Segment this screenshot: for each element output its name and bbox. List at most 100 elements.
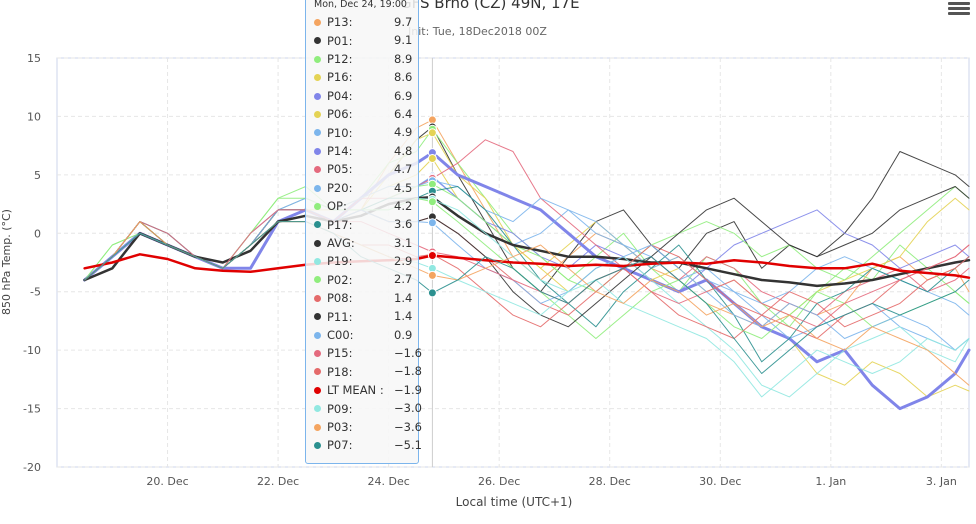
tooltip-row: P20: 4.5 xyxy=(314,179,418,197)
tooltip-series-name: P15: xyxy=(327,346,353,361)
tooltip-series-value: 9.1 xyxy=(394,33,413,48)
tooltip-series-value: −1.9 xyxy=(394,382,422,397)
chart-title: GFS Brno (CZ) 49N, 17E xyxy=(400,0,580,12)
y-tick-label: 5 xyxy=(34,169,41,182)
tooltip-series-name: P02: xyxy=(327,272,353,287)
tooltip-series-name: P11: xyxy=(327,309,353,324)
series-line-p07[interactable] xyxy=(84,221,970,374)
x-tick-label: 3. Jan xyxy=(926,475,957,488)
tooltip-series-value: 8.6 xyxy=(394,70,413,85)
series-dot-icon xyxy=(314,276,321,284)
series-dot-icon xyxy=(314,258,321,266)
tooltip-series-value: 6.9 xyxy=(394,88,413,103)
x-tick-label: 26. Dec xyxy=(478,475,520,488)
series-line-p12[interactable] xyxy=(84,128,970,328)
tooltip-series-value: −1.6 xyxy=(394,346,422,361)
series-marker xyxy=(427,153,437,163)
series-line-p19[interactable] xyxy=(84,197,970,398)
tooltip-series-value: 3.1 xyxy=(394,235,413,250)
x-tick-label: 20. Dec xyxy=(146,475,188,488)
series-dot-icon xyxy=(314,55,321,63)
tooltip-row: P19: 2.9 xyxy=(314,252,418,270)
tooltip-series-name: P17: xyxy=(327,217,353,232)
tooltip-row: P15: −1.6 xyxy=(314,344,422,362)
series-dot-icon xyxy=(314,19,321,26)
series-dot-icon xyxy=(314,147,321,155)
x-tick-label: 24. Dec xyxy=(367,475,409,488)
tooltip-row: AVG: 3.1 xyxy=(314,234,418,252)
tooltip-series-value: −1.8 xyxy=(394,364,422,379)
tooltip-row: P04: 6.9 xyxy=(314,87,418,105)
y-tick-label: 15 xyxy=(27,52,41,65)
tooltip-series-name: C00: xyxy=(327,327,354,342)
y-tick-label: -10 xyxy=(23,344,41,357)
y-tick-label: 0 xyxy=(34,227,41,240)
series-line-p05[interactable] xyxy=(84,139,970,316)
chart-subtitle: Init: Tue, 18Dec2018 00Z xyxy=(408,25,547,38)
tooltip-series-name: P12: xyxy=(327,52,353,67)
series-marker xyxy=(427,250,437,260)
y-axis-label: 850 hPa Temp. (°C) xyxy=(0,209,13,315)
tooltip-series-name: P01: xyxy=(327,33,353,48)
tooltip-series-value: 1.4 xyxy=(394,309,413,324)
tooltip-series-name: P05: xyxy=(327,162,353,177)
series-marker xyxy=(427,128,437,138)
series-dot-icon xyxy=(314,74,321,82)
series-dot-icon xyxy=(314,37,321,45)
series-dot-icon xyxy=(314,423,321,431)
tooltip-series-value: 6.4 xyxy=(394,106,413,121)
tooltip-row: P13: 9.7 xyxy=(314,13,418,31)
series-line-lt-mean[interactable] xyxy=(83,253,971,279)
tooltip-series-name: P19: xyxy=(327,254,353,269)
hover-tooltip: Mon, Dec 24, 19:00 P13: 9.7 P01: 9.1 P12: 8.9… xyxy=(305,0,422,464)
tooltip-row: P18: −1.8 xyxy=(314,362,422,380)
tooltip-row: P05: 4.7 xyxy=(314,160,418,178)
tooltip-series-value: 2.9 xyxy=(394,254,413,269)
x-tick-label: 30. Dec xyxy=(699,475,741,488)
tooltip-series-name: P08: xyxy=(327,291,353,306)
series-dot-icon xyxy=(314,92,321,100)
series-dot-icon xyxy=(314,386,321,394)
tooltip-row: P10: 4.9 xyxy=(314,123,418,141)
tooltip-series-value: −3.6 xyxy=(394,419,422,434)
tooltip-series-name: P06: xyxy=(327,107,353,122)
hamburger-menu-icon[interactable] xyxy=(948,0,970,16)
tooltip-series-value: 0.9 xyxy=(394,327,413,342)
y-tick-label: -20 xyxy=(23,461,41,474)
tooltip-row: P02: 2.7 xyxy=(314,270,418,288)
series-marker xyxy=(427,197,437,207)
x-axis-label: Local time (UTC+1) xyxy=(456,495,573,509)
x-tick-label: 1. Jan xyxy=(815,475,846,488)
tooltip-series-name: P18: xyxy=(327,364,353,379)
series-line-p13[interactable] xyxy=(84,119,970,328)
tooltip-row: P16: 8.6 xyxy=(314,68,418,86)
y-tick-label: -5 xyxy=(30,286,41,299)
tooltip-series-name: AVG: xyxy=(327,235,355,250)
tooltip-series-value: 4.5 xyxy=(394,180,413,195)
series-dot-icon xyxy=(314,331,321,339)
x-tick-label: 28. Dec xyxy=(589,475,631,488)
tooltip-series-name: LT MEAN : xyxy=(327,383,384,398)
tooltip-series-name: OP: xyxy=(327,199,347,214)
tooltip-series-value: 2.7 xyxy=(394,272,413,287)
series-dot-icon xyxy=(314,166,321,174)
series-marker xyxy=(427,288,437,298)
series-dot-icon xyxy=(314,313,321,321)
tooltip-series-value: 4.7 xyxy=(394,162,413,177)
series-line-p17[interactable] xyxy=(84,186,970,363)
tooltip-row: P11: 1.4 xyxy=(314,307,418,325)
y-axis: 15 10 5 0 -5 -10 -15 -20 xyxy=(23,52,41,474)
tooltip-row: P17: 3.6 xyxy=(314,215,418,233)
tooltip-series-value: 4.2 xyxy=(394,198,413,213)
series-lines[interactable] xyxy=(83,119,971,411)
y-tick-label: 10 xyxy=(27,110,41,123)
tooltip-series-value: 1.4 xyxy=(394,290,413,305)
tooltip-row: P14: 4.8 xyxy=(314,142,418,160)
tooltip-row: P12: 8.9 xyxy=(314,50,418,68)
tooltip-series-name: P09: xyxy=(327,401,353,416)
tooltip-heading: Mon, Dec 24, 19:00 xyxy=(314,0,407,10)
series-dot-icon xyxy=(314,202,321,210)
series-line-p14[interactable] xyxy=(84,176,970,293)
tooltip-rows: P13: 9.7 P01: 9.1 P12: 8.9 P16: 8.6 P04: 6.9 P06: 6… xyxy=(314,13,422,454)
tooltip-row: LT MEAN : −1.9 xyxy=(314,381,422,399)
